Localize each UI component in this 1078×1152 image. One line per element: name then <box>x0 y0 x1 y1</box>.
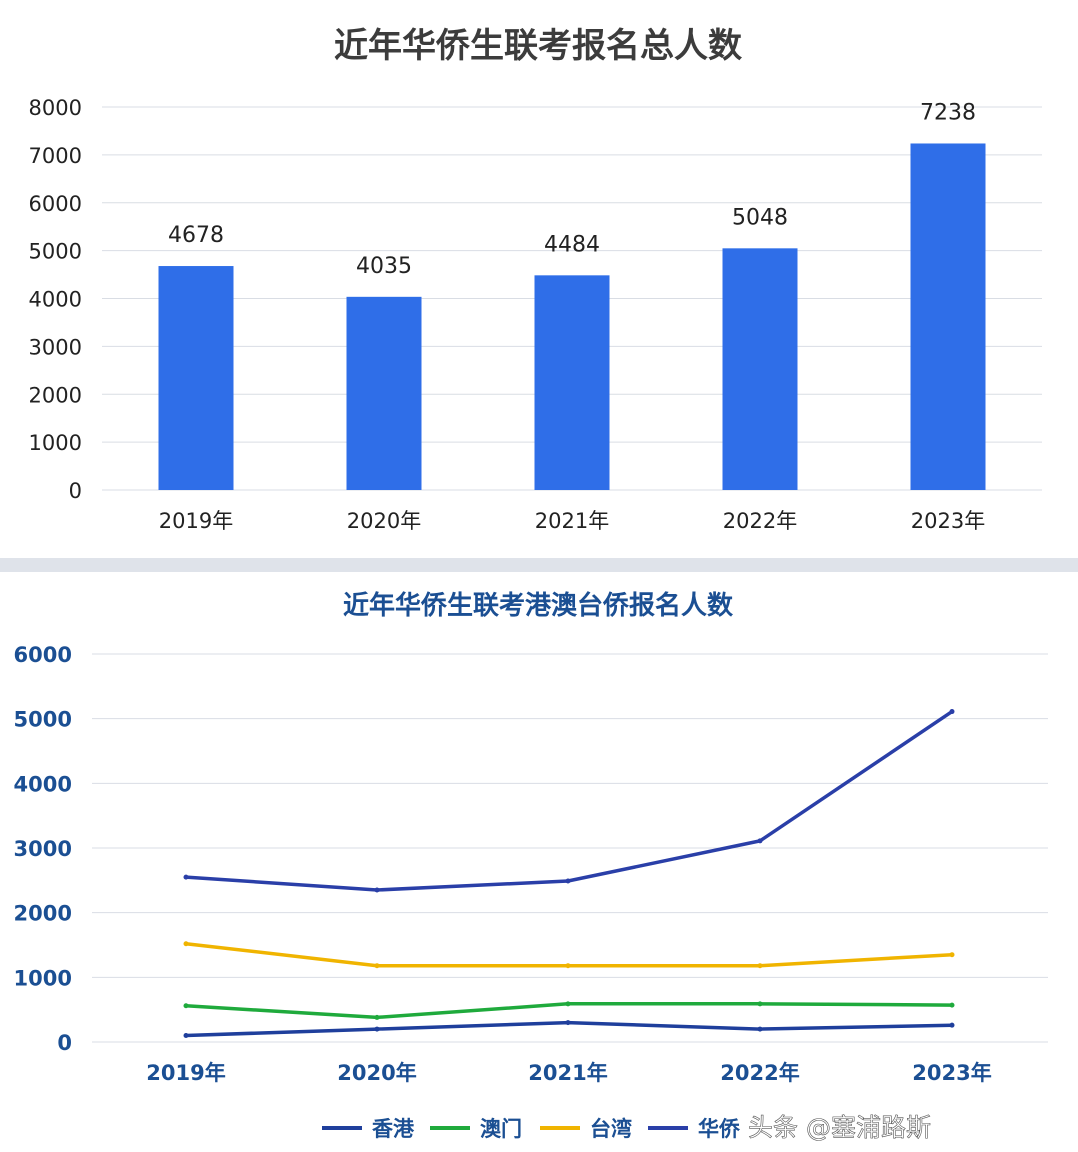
data-label: 5048 <box>732 205 788 230</box>
y-tick-label: 3000 <box>14 837 72 861</box>
data-point-华侨 <box>565 878 571 884</box>
bar-2022年 <box>722 248 798 490</box>
data-label: 7238 <box>920 100 976 125</box>
data-point-台湾 <box>757 963 763 969</box>
y-tick-label: 0 <box>69 479 82 503</box>
chart-title: 近年华侨生联考港澳台侨报名人数 <box>343 590 734 621</box>
y-tick-label: 6000 <box>14 643 72 667</box>
y-tick-label: 8000 <box>29 96 82 120</box>
x-tick-label: 2022年 <box>723 509 797 533</box>
x-tick-label: 2020年 <box>347 509 421 533</box>
data-point-澳门 <box>949 1002 955 1008</box>
bar-2019年 <box>158 266 234 490</box>
data-point-香港 <box>183 1033 189 1039</box>
y-tick-label: 3000 <box>29 335 82 359</box>
data-point-香港 <box>949 1022 955 1028</box>
data-point-台湾 <box>374 963 380 969</box>
data-point-华侨 <box>374 887 380 893</box>
data-point-华侨 <box>949 709 955 715</box>
y-tick-label: 1000 <box>29 431 82 455</box>
data-label: 4678 <box>168 223 224 248</box>
y-tick-label: 0 <box>57 1031 72 1055</box>
x-tick-label: 2021年 <box>528 1061 607 1085</box>
series-line-华侨 <box>185 710 953 892</box>
data-label: 4484 <box>544 232 600 257</box>
bar-2021年 <box>534 275 610 490</box>
data-point-香港 <box>757 1026 763 1032</box>
total-applicants-panel: 近年华侨生联考报名总人数 0 1000 2000 3000 4000 5000 6000 700… <box>0 0 1078 558</box>
chart-title: 近年华侨生联考报名总人数 <box>334 26 742 66</box>
legend-label: 台湾 <box>590 1117 632 1141</box>
y-tick-label: 2000 <box>29 383 82 407</box>
legend-label: 华侨 <box>698 1117 741 1141</box>
legend-label: 香港 <box>372 1117 415 1141</box>
data-label: 4035 <box>356 254 412 279</box>
data-point-台湾 <box>183 941 189 947</box>
x-tick-label: 2022年 <box>720 1061 799 1085</box>
legend-label: 澳门 <box>480 1117 522 1141</box>
data-point-台湾 <box>949 952 955 958</box>
data-point-澳门 <box>757 1001 763 1007</box>
total-applicants-bar-chart: 近年华侨生联考报名总人数 0 1000 2000 3000 4000 5000 6000 700… <box>29 26 1042 533</box>
data-point-香港 <box>374 1026 380 1032</box>
data-point-台湾 <box>565 963 571 969</box>
data-point-澳门 <box>565 1001 571 1007</box>
data-point-华侨 <box>183 874 189 880</box>
bar-2020年 <box>346 296 422 490</box>
x-tick-label: 2019年 <box>146 1061 225 1085</box>
bar-2023年 <box>910 143 986 490</box>
y-tick-label: 7000 <box>29 144 82 168</box>
y-tick-label: 1000 <box>14 966 72 990</box>
y-tick-label: 4000 <box>29 288 82 312</box>
x-tick-label: 2020年 <box>337 1061 416 1085</box>
y-tick-label: 2000 <box>14 902 72 926</box>
region-applicants-panel: 近年华侨生联考港澳台侨报名人数 0 1000 2000 3000 4000 5000 6000… <box>0 572 1078 1152</box>
data-point-澳门 <box>183 1003 189 1009</box>
y-tick-label: 5000 <box>14 708 72 732</box>
y-tick-label: 5000 <box>29 240 82 264</box>
series-line-台湾 <box>185 941 953 968</box>
data-point-澳门 <box>374 1014 380 1020</box>
x-tick-label: 2023年 <box>911 509 985 533</box>
data-point-华侨 <box>757 838 763 844</box>
y-tick-label: 6000 <box>29 192 82 216</box>
y-tick-label: 4000 <box>14 772 72 796</box>
x-tick-label: 2023年 <box>912 1061 991 1085</box>
data-point-香港 <box>565 1020 571 1026</box>
region-applicants-line-chart: 近年华侨生联考港澳台侨报名人数 0 1000 2000 3000 4000 5000 6000… <box>14 590 1048 1141</box>
x-tick-label: 2019年 <box>159 509 233 533</box>
x-tick-label: 2021年 <box>535 509 609 533</box>
